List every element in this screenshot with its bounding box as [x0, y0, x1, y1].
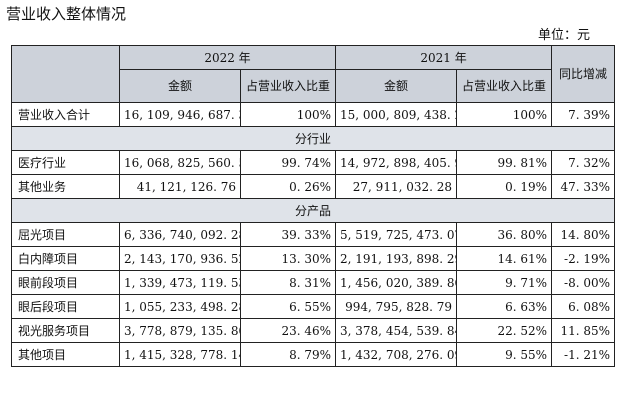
yoy-change: 14. 80%: [551, 222, 616, 247]
ratio-2022: 0. 26%: [239, 174, 337, 199]
amount-2022: 1, 415, 328, 778. 14: [119, 342, 241, 367]
amount-2022: 3, 778, 879, 135. 80: [119, 318, 241, 343]
ratio-2022: 13. 30%: [239, 246, 337, 271]
ratio-2022: 100%: [239, 102, 337, 127]
header-ratio-2022: 占营业收入比重: [239, 69, 337, 103]
table-row: 其他项目 1, 415, 328, 778. 14 8. 79% 1, 432,…: [11, 342, 616, 367]
page-title: 营业收入整体情况: [6, 5, 127, 23]
revenue-table: 2022 年 2021 年 同比增减 金额 占营业收入比重 金额 占营业收入比重…: [10, 45, 616, 367]
row-label: 屈光项目: [11, 222, 120, 247]
header-yoy: 同比增减: [551, 45, 616, 103]
row-label: 营业收入合计: [11, 102, 120, 127]
ratio-2022: 99. 74%: [239, 150, 337, 175]
table-row: 其他业务 41, 121, 126. 76 0. 26% 27, 911, 03…: [11, 174, 616, 199]
yoy-change: 7. 39%: [551, 102, 616, 127]
unit-label: 单位：元: [538, 28, 591, 43]
amount-2022: 6, 336, 740, 092. 28: [119, 222, 241, 247]
amount-2022: 16, 068, 825, 560. 55: [119, 150, 241, 175]
header-amount-2021: 金额: [335, 69, 458, 103]
table-row: 眼后段项目 1, 055, 233, 498. 28 6. 55% 994, 7…: [11, 294, 616, 319]
row-label: 视光服务项目: [11, 318, 120, 343]
ratio-2021: 99. 81%: [456, 150, 553, 175]
ratio-2022: 23. 46%: [239, 318, 337, 343]
row-label: 其他业务: [11, 174, 120, 199]
amount-2022: 1, 055, 233, 498. 28: [119, 294, 241, 319]
yoy-change: 47. 33%: [551, 174, 616, 199]
ratio-2022: 6. 55%: [239, 294, 337, 319]
row-label: 眼后段项目: [11, 294, 120, 319]
table-row: 眼前段项目 1, 339, 473, 119. 53 8. 31% 1, 456…: [11, 270, 616, 295]
ratio-2021: 100%: [456, 102, 553, 127]
section-industry: 分行业: [10, 126, 616, 151]
ratio-2022: 8. 79%: [239, 342, 337, 367]
header-year-2021: 2021 年: [335, 45, 553, 70]
header-year-2022: 2022 年: [118, 45, 337, 70]
amount-2022: 41, 121, 126. 76: [119, 174, 241, 199]
ratio-2021: 14. 61%: [456, 246, 553, 271]
amount-2021: 994, 795, 828. 79: [335, 294, 458, 319]
ratio-2021: 9. 55%: [456, 342, 553, 367]
ratio-2021: 9. 71%: [456, 270, 553, 295]
row-label: 其他项目: [11, 342, 120, 367]
amount-2021: 1, 456, 020, 389. 86: [335, 270, 458, 295]
yoy-change: 11. 85%: [551, 318, 616, 343]
ratio-2021: 6. 63%: [456, 294, 553, 319]
ratio-2022: 39. 33%: [239, 222, 337, 247]
yoy-change: -1. 21%: [551, 342, 616, 367]
amount-2022: 2, 143, 170, 936. 52: [119, 246, 241, 271]
amount-2021: 3, 378, 454, 539. 84: [335, 318, 458, 343]
table-row: 医疗行业 16, 068, 825, 560. 55 99. 74% 14, 9…: [11, 150, 616, 175]
ratio-2021: 0. 19%: [456, 174, 553, 199]
table-row-total: 营业收入合计 16, 109, 946, 687. 31 100% 15, 00…: [11, 102, 616, 127]
amount-2021: 27, 911, 032. 28: [335, 174, 458, 199]
amount-2021: 5, 519, 725, 473. 07: [335, 222, 458, 247]
ratio-2021: 22. 52%: [456, 318, 553, 343]
yoy-change: 6. 08%: [551, 294, 616, 319]
row-label: 眼前段项目: [11, 270, 120, 295]
yoy-change: -2. 19%: [551, 246, 616, 271]
amount-2022: 1, 339, 473, 119. 53: [119, 270, 241, 295]
header-ratio-2021: 占营业收入比重: [456, 69, 553, 103]
table-row: 视光服务项目 3, 778, 879, 135. 80 23. 46% 3, 3…: [11, 318, 616, 343]
table-row: 屈光项目 6, 336, 740, 092. 28 39. 33% 5, 519…: [11, 222, 616, 247]
amount-2021: 14, 972, 898, 405. 94: [335, 150, 458, 175]
row-label: 白内障项目: [11, 246, 120, 271]
header-amount-2022: 金额: [119, 69, 241, 103]
header-blank: [11, 45, 120, 103]
row-label: 医疗行业: [11, 150, 120, 175]
yoy-change: -8. 00%: [551, 270, 616, 295]
ratio-2022: 8. 31%: [239, 270, 337, 295]
amount-2022: 16, 109, 946, 687. 31: [119, 102, 241, 127]
amount-2021: 1, 432, 708, 276. 09: [335, 342, 458, 367]
table-row: 白内障项目 2, 143, 170, 936. 52 13. 30% 2, 19…: [11, 246, 616, 271]
ratio-2021: 36. 80%: [456, 222, 553, 247]
amount-2021: 2, 191, 193, 898. 29: [335, 246, 458, 271]
amount-2021: 15, 000, 809, 438. 22: [335, 102, 458, 127]
section-product: 分产品: [10, 198, 616, 223]
yoy-change: 7. 32%: [551, 150, 616, 175]
